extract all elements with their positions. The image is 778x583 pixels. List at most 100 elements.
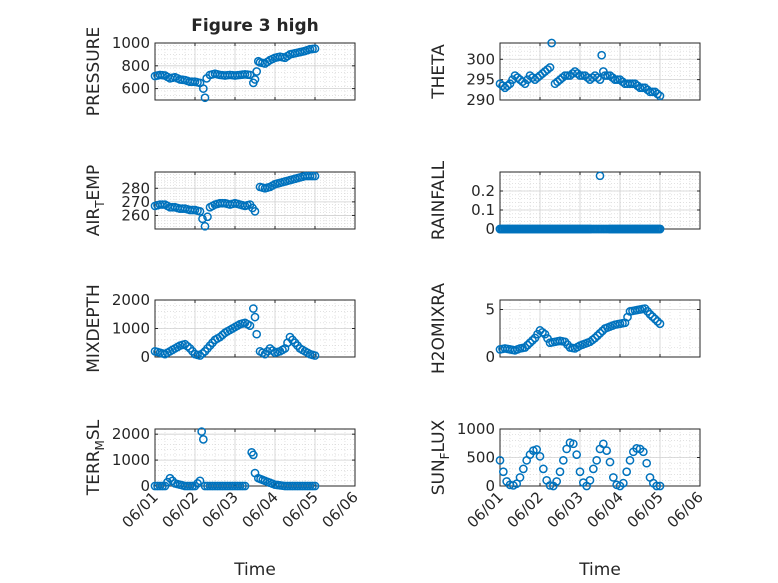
data-point [248, 304, 258, 313]
series-markers [495, 304, 665, 355]
data-point [305, 481, 315, 491]
series-markers [495, 438, 665, 491]
data-point [310, 351, 320, 360]
data-point [588, 73, 597, 82]
ylabel-air-temp: AIRTEMP [84, 165, 107, 236]
data-point [200, 93, 210, 103]
data-point [598, 439, 608, 449]
x-tick-label: 06/02 [159, 488, 202, 531]
data-point [195, 207, 205, 216]
data-point [593, 73, 602, 82]
x-tick-label: 06/06 [664, 488, 707, 531]
y-tick-label: 2000 [112, 425, 150, 443]
data-point [528, 73, 537, 82]
data-point [310, 44, 320, 54]
data-point [183, 341, 192, 351]
data-point [198, 349, 207, 358]
data-point [652, 481, 662, 491]
data-point [585, 475, 595, 485]
series-markers [150, 427, 320, 491]
x-tick-label: 06/06 [319, 488, 362, 531]
y-tick-label: 500 [466, 449, 495, 467]
data-point [155, 481, 165, 491]
panel-terr-msl: 01000200006/0106/0206/0306/0406/0506/06T… [84, 419, 362, 580]
panel-theta: 290 295 300 THETA [429, 38, 701, 109]
data-point [195, 351, 205, 360]
data-point [245, 321, 255, 330]
data-point [498, 81, 507, 91]
data-point [535, 452, 545, 461]
y-tick-label: 600 [121, 80, 150, 98]
data-point [653, 317, 662, 326]
y-tick-label: 295 [466, 71, 495, 89]
data-point [543, 65, 552, 74]
data-point [622, 467, 632, 477]
data-point [185, 481, 195, 491]
data-point [568, 69, 577, 78]
data-point [595, 171, 605, 181]
data-point [625, 79, 635, 89]
data-point [608, 473, 618, 482]
series-markers [150, 304, 320, 360]
y-tick-label: 1000 [112, 451, 150, 469]
panel-mixdepth: 0 1000 2000 MIXDEPTH [84, 284, 356, 373]
data-point [605, 457, 615, 467]
data-point [235, 481, 245, 491]
data-point [638, 83, 647, 93]
data-point [595, 328, 605, 338]
data-point [252, 67, 262, 76]
data-point [203, 212, 212, 222]
panel-rainfall: 00.10.2 RAINFALL [429, 160, 701, 240]
data-point [643, 85, 652, 95]
axes-box [499, 42, 701, 101]
data-point [518, 77, 527, 87]
data-point [610, 75, 620, 84]
data-point [265, 344, 275, 353]
ylabel-theta: THETA [429, 44, 449, 100]
data-point [655, 91, 665, 101]
data-point [248, 450, 258, 460]
data-point [575, 71, 585, 80]
data-point [515, 473, 525, 482]
data-point [655, 481, 665, 491]
data-point [308, 481, 317, 491]
data-point [198, 214, 207, 224]
y-tick-label: 0 [485, 348, 495, 366]
x-tick-label: 06/03 [544, 488, 587, 531]
data-point [305, 171, 315, 181]
data-point [198, 435, 208, 444]
figure-title: Figure 3 high [191, 16, 319, 36]
data-point [197, 427, 207, 436]
data-point [597, 50, 607, 60]
data-point [525, 338, 535, 348]
data-point [180, 339, 190, 349]
y-tick-label: 2000 [112, 291, 150, 309]
data-point [648, 312, 657, 321]
y-tick-label: 800 [121, 57, 150, 75]
data-point [520, 343, 530, 352]
y-tick-label: 0.1 [471, 201, 495, 219]
data-point [573, 69, 582, 78]
data-point [555, 467, 565, 477]
data-point [593, 331, 602, 340]
data-point [588, 464, 598, 474]
x-tick-label: 06/03 [199, 488, 242, 531]
data-point [578, 71, 587, 80]
data-point [645, 87, 655, 97]
data-point [618, 77, 627, 87]
data-point [545, 63, 555, 72]
data-point [638, 447, 648, 457]
y-tick-label: 5 [485, 301, 495, 319]
ylabel-h2omixra: H2OMIXRA [429, 283, 449, 374]
data-point [238, 481, 247, 491]
axes-box [154, 42, 356, 101]
y-tick-label: 1000 [112, 320, 150, 338]
data-point [560, 71, 570, 80]
data-point [600, 71, 610, 80]
data-point [498, 467, 508, 477]
data-point [545, 481, 555, 490]
data-point [602, 446, 612, 456]
y-tick-label: 260 [121, 206, 150, 224]
data-point [653, 89, 662, 99]
